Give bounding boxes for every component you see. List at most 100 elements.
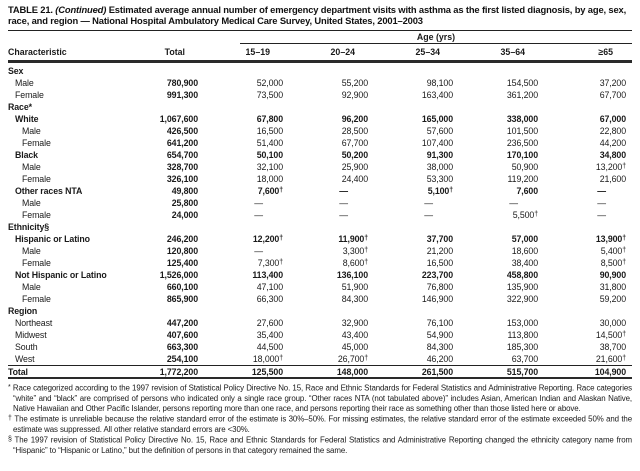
cell-value: 51,900	[341, 281, 368, 292]
cell-value: 55,200	[341, 77, 368, 88]
cell-value: 34,800	[599, 149, 626, 160]
table-row: Male 120,800 — 3,300† 21,200 18,600 5,400†	[8, 245, 632, 257]
cell-value: 67,800	[256, 113, 283, 124]
table-row: West 254,100 18,000† 26,700† 46,200 63,700 21,…	[8, 353, 632, 365]
cell-value: 57,600	[426, 125, 453, 136]
cell-value: 26,700†	[337, 353, 368, 364]
cell-value: 11,900†	[338, 233, 368, 244]
dagger-marker: †	[364, 246, 368, 254]
cell-value: 447,200	[166, 317, 198, 328]
document-page: TABLE 21. (Continued) Estimated average …	[8, 4, 632, 456]
row-label: Male	[15, 77, 34, 88]
dagger-marker: †	[364, 258, 368, 266]
cell-value: 27,600	[256, 317, 283, 328]
cell-value: 38,700	[599, 341, 626, 352]
cell-value: 223,700	[421, 269, 453, 280]
cell-value: —	[339, 197, 348, 208]
column-header-age-1: 15–19	[245, 46, 270, 57]
cell-value: 185,300	[506, 341, 538, 352]
cell-value: 35,400	[256, 329, 283, 340]
cell-value: 5,100†	[427, 185, 453, 196]
cell-value: 101,500	[506, 125, 538, 136]
age-group-label: Age (yrs)	[416, 31, 456, 42]
cell-value: 104,900	[594, 366, 626, 377]
cell-value: 18,000	[256, 173, 283, 184]
dagger-marker: †	[279, 186, 283, 194]
cell-value: 8,600†	[342, 257, 368, 268]
cell-value: 322,900	[506, 293, 538, 304]
footnote-text: The estimate is unreliable because the r…	[12, 414, 632, 434]
footnote-marker: §	[8, 436, 12, 444]
table-row: Sex	[8, 65, 632, 77]
column-header-characteristic: Characteristic	[8, 46, 67, 57]
cell-value: 30,000	[599, 317, 626, 328]
footnote-marker: *	[8, 383, 11, 391]
cell-value: 641,200	[166, 137, 198, 148]
table-row: Female 326,100 18,000 24,400 53,300 119,200 21…	[8, 173, 632, 185]
continued-note: (Continued)	[55, 4, 107, 15]
table-row: Female 125,400 7,300† 8,600† 16,500 38,400 8,5…	[8, 257, 632, 269]
cell-value: —	[339, 209, 348, 220]
column-header-total: Total	[164, 46, 185, 57]
cell-value: —	[254, 209, 263, 220]
cell-value: 38,400	[511, 257, 538, 268]
row-label: Female	[15, 89, 44, 100]
cell-value: 153,000	[506, 317, 538, 328]
cell-value: 458,800	[506, 269, 538, 280]
cell-value: —	[424, 209, 433, 220]
column-header-age-2: 20–24	[330, 46, 355, 57]
footnote-text: The 1997 revision of Statistical Policy …	[11, 435, 632, 456]
cell-value: 125,500	[251, 366, 283, 377]
table-row: Male 426,500 16,500 28,500 57,600 101,500 22,8…	[8, 125, 632, 137]
cell-value: 98,100	[426, 77, 453, 88]
dagger-marker: †	[279, 234, 283, 242]
cell-value: 8,500†	[600, 257, 626, 268]
age-group-header: Age (yrs)	[240, 31, 632, 44]
column-header-age-3: 25–34	[415, 46, 440, 57]
cell-value: 84,300	[426, 341, 453, 352]
cell-value: 51,400	[256, 137, 283, 148]
table-number: TABLE 21.	[8, 4, 56, 15]
cell-value: 660,100	[166, 281, 198, 292]
row-label: Total	[8, 366, 28, 377]
dagger-marker: †	[622, 330, 626, 338]
cell-value: 76,100	[426, 317, 453, 328]
row-label: Midwest	[15, 329, 47, 340]
row-label: Sex	[8, 65, 24, 76]
cell-value: —	[509, 197, 518, 208]
row-label: Female	[22, 209, 51, 220]
dagger-marker: †	[622, 162, 626, 170]
table-row: Region	[8, 305, 632, 317]
cell-value: 43,400	[341, 329, 368, 340]
cell-value: 21,600†	[595, 353, 626, 364]
table-row: White 1,067,600 67,800 96,200 165,000 338,000…	[8, 113, 632, 125]
cell-value: 136,100	[336, 269, 368, 280]
cell-value: 1,526,000	[159, 269, 198, 280]
dagger-marker: †	[279, 354, 283, 362]
cell-value: 37,200	[599, 77, 626, 88]
cell-value: 120,800	[166, 245, 198, 256]
row-label: Race*	[8, 101, 32, 112]
table-row: Other races NTA 49,800 7,600† — 5,100† 7,600 —	[8, 185, 632, 197]
cell-value: —	[597, 209, 606, 220]
cell-value: 50,100	[256, 149, 283, 160]
cell-value: 338,000	[506, 113, 538, 124]
table-title-text: Estimated average annual number of emerg…	[8, 4, 627, 26]
cell-value: 16,500	[256, 125, 283, 136]
cell-value: 32,900	[341, 317, 368, 328]
cell-value: 47,100	[256, 281, 283, 292]
table-row: Not Hispanic or Latino 1,526,000 113,400 13…	[8, 269, 632, 281]
cell-value: 135,900	[506, 281, 538, 292]
cell-value: 261,500	[421, 366, 453, 377]
table-row: Northeast 447,200 27,600 32,900 76,100 153,00…	[8, 317, 632, 329]
cell-value: 426,500	[166, 125, 198, 136]
table-row: Black 654,700 50,100 50,200 91,300 170,100 34,…	[8, 149, 632, 161]
cell-value: 37,700	[426, 233, 453, 244]
cell-value: 148,000	[336, 366, 368, 377]
row-label: South	[15, 341, 38, 352]
row-label: Female	[22, 257, 51, 268]
cell-value: 119,200	[507, 173, 539, 184]
cell-value: —	[254, 245, 263, 256]
dagger-marker: †	[449, 186, 453, 194]
cell-value: 170,100	[506, 149, 538, 160]
